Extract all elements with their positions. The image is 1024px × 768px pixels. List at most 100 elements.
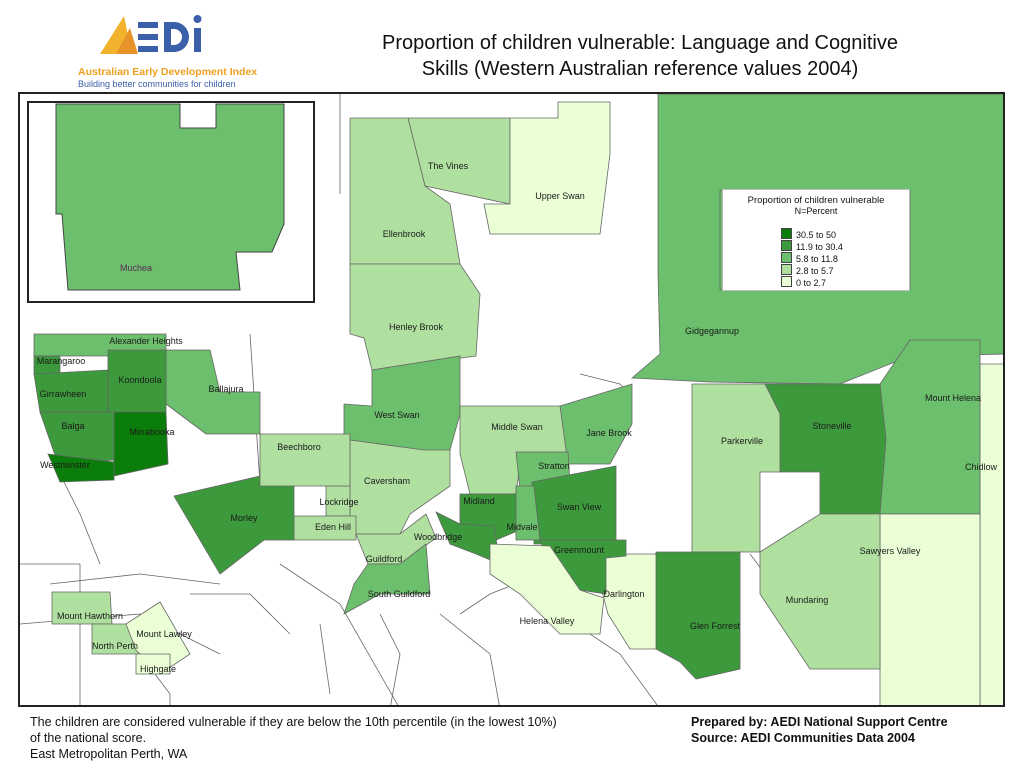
- logo-tagline: Building better communities for children: [78, 79, 236, 89]
- region-upper-swan: [483, 101, 611, 235]
- label-alexander-heights: Alexander Heights: [109, 336, 183, 346]
- label-mount-helena: Mount Helena: [924, 393, 982, 403]
- region-south-guildford: [343, 543, 431, 615]
- region-parkerville: [691, 383, 781, 553]
- region-morley: [173, 475, 295, 575]
- data-source: Source: AEDI Communities Data 2004: [691, 731, 915, 745]
- label-mount-hawthorn: Mount Hawthorn: [56, 611, 124, 621]
- legend-classes: 30.5 to 50 11.9 to 30.4 5.8 to 11.8 2.8 …: [781, 228, 843, 288]
- region-glen-forrest: [655, 551, 741, 680]
- region-midvale: [515, 485, 541, 541]
- logo-name: Australian Early Development Index: [78, 66, 258, 78]
- region-highgate: [135, 653, 171, 675]
- region-helena-valley: [489, 543, 605, 635]
- footnote-line-2: of the national score.: [30, 731, 147, 745]
- legend-class-label: 30.5 to 50: [796, 230, 837, 240]
- legend-class-label: 2.8 to 5.7: [796, 266, 834, 276]
- label-morley: Morley: [230, 513, 258, 523]
- legend-class-label: 0 to 2.7: [796, 278, 827, 288]
- legend-swatch: [781, 276, 792, 287]
- credits: Prepared by: AEDI National Support Centr…: [691, 714, 948, 746]
- label-parkerville: Parkerville: [720, 436, 764, 446]
- label-mundaring: Mundaring: [785, 595, 829, 605]
- region-westminster: [47, 453, 115, 483]
- prepared-by: Prepared by: AEDI National Support Centr…: [691, 715, 948, 729]
- label-ellenbrook: Ellenbrook: [382, 229, 426, 239]
- region-darlington: [599, 553, 657, 650]
- map-canvas: [20, 94, 1003, 705]
- region-west-swan: [343, 355, 461, 455]
- label-henley-brook: Henley Brook: [388, 322, 444, 332]
- region-chidlow: [979, 363, 1003, 705]
- label-beechboro: Beechboro: [277, 442, 321, 452]
- label-west-swan: West Swan: [374, 410, 420, 420]
- legend-title: Proportion of children vulnerable: [747, 195, 885, 206]
- footnote-line-1: The children are considered vulnerable i…: [30, 715, 557, 729]
- label-guildford: Guildford: [365, 554, 403, 564]
- region-mirrabooka: [113, 411, 169, 477]
- region-muchea: [55, 103, 285, 291]
- legend-class-5: 0 to 2.7: [781, 276, 843, 288]
- label-midland: Midland: [463, 496, 495, 506]
- legend-class-label: 5.8 to 11.8: [796, 254, 838, 264]
- footnote-region: East Metropolitan Perth, WA: [30, 747, 188, 761]
- map-title: Proportion of children vulnerable: Langu…: [300, 30, 980, 82]
- label-lockridge: Lockridge: [319, 497, 359, 507]
- legend-subtitle: N=Percent: [794, 206, 838, 216]
- inset-map: [27, 101, 315, 303]
- label-glen-forrest: Glen Forrest: [689, 621, 741, 631]
- legend-class-4: 2.8 to 5.7: [781, 264, 843, 276]
- label-sawyers-valley: Sawyers Valley: [859, 546, 921, 556]
- legend-class-label: 11.9 to 30.4: [796, 242, 843, 252]
- label-chidlow: Chidlow: [964, 462, 998, 472]
- map-legend: Proportion of children vulnerable N=Perc…: [722, 189, 910, 291]
- label-eden-hill: Eden Hill: [314, 522, 352, 532]
- label-girrawheen: Girrawheen: [39, 389, 87, 399]
- label-stratton: Stratton: [538, 461, 570, 471]
- label-midvale: Midvale: [506, 522, 538, 532]
- legend-class-1: 30.5 to 50: [781, 228, 843, 240]
- label-koondoola: Koondoola: [118, 375, 162, 385]
- label-swan-view: Swan View: [556, 502, 602, 512]
- legend-swatch: [781, 228, 792, 239]
- region-sawyers-valley: [879, 513, 981, 705]
- label-the-vines: The Vines: [427, 161, 469, 171]
- region-mundaring: [759, 513, 881, 670]
- aedi-logo-mark: [100, 15, 202, 54]
- label-north-perth: North Perth: [91, 641, 139, 651]
- choropleth-map: Muchea The Vines Upper Swan Ellenbrook H…: [18, 92, 1005, 707]
- legend-class-2: 11.9 to 30.4: [781, 240, 843, 252]
- label-upper-swan: Upper Swan: [535, 191, 585, 201]
- map-title-line-2: Skills (Western Australian reference val…: [421, 58, 859, 80]
- legend-class-3: 5.8 to 11.8: [781, 252, 843, 264]
- label-gidgegannup: Gidgegannup: [684, 326, 740, 336]
- legend-swatch: [781, 240, 792, 251]
- label-jane-brook: Jane Brook: [586, 428, 632, 438]
- label-ballajura: Ballajura: [208, 384, 244, 394]
- label-mount-lawley: Mount Lawley: [136, 629, 192, 639]
- footnote: The children are considered vulnerable i…: [30, 714, 650, 762]
- legend-swatch: [781, 264, 792, 275]
- label-darlington: Darlington: [603, 589, 645, 599]
- label-highgate: Highgate: [139, 664, 177, 674]
- label-middle-swan: Middle Swan: [491, 422, 543, 432]
- label-south-guildford: South Guildford: [367, 589, 431, 599]
- map-title-line-1: Proportion of children vulnerable: Langu…: [382, 32, 898, 54]
- label-woodbridge: Woodbridge: [413, 532, 463, 542]
- street-outlines: [20, 94, 781, 705]
- region-caversham: [349, 439, 451, 535]
- label-marangaroo: Marangaroo: [36, 356, 86, 366]
- label-balga: Balga: [61, 421, 85, 431]
- region-henley-brook: [349, 263, 481, 371]
- label-muchea: Muchea: [119, 263, 153, 273]
- region-jane-brook: [559, 383, 633, 465]
- label-caversham: Caversham: [363, 476, 411, 486]
- legend-swatch: [781, 252, 792, 263]
- region-ballajura: [165, 349, 261, 435]
- region-beechboro: [259, 433, 351, 487]
- label-westminster: Westminster: [40, 460, 90, 470]
- aedi-logo: Australian Early Development Index Build…: [72, 8, 272, 92]
- region-mount-helena: [879, 339, 981, 515]
- label-stoneville: Stoneville: [812, 421, 852, 431]
- label-mirrabooka: Mirrabooka: [129, 427, 175, 437]
